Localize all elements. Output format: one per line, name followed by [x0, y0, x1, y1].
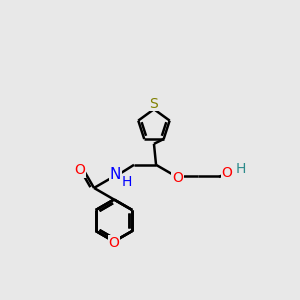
Text: O: O	[75, 163, 86, 177]
Text: O: O	[172, 171, 183, 185]
Text: N: N	[110, 167, 121, 182]
Text: H: H	[122, 175, 132, 189]
Text: O: O	[109, 236, 119, 250]
Text: H: H	[236, 162, 246, 176]
Text: O: O	[221, 166, 232, 180]
Text: S: S	[150, 97, 158, 111]
